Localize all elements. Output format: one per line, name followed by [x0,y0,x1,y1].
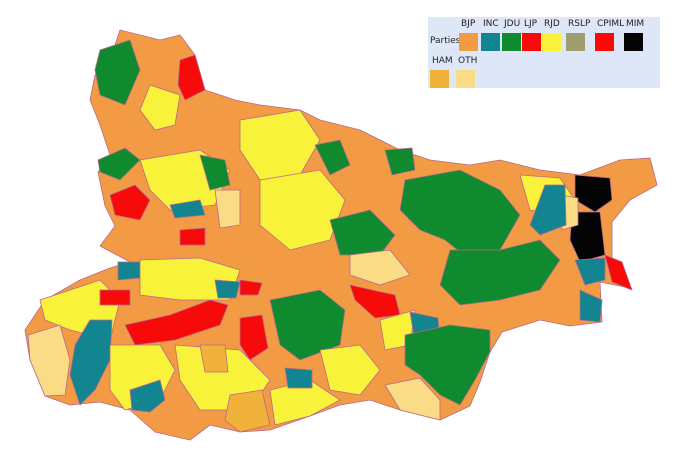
region [579,289,603,323]
legend-swatch [481,33,500,51]
region [94,39,141,106]
legend-swatch [624,33,643,51]
region [439,239,561,306]
region [284,367,313,389]
region [314,139,351,176]
legend-label: MIM [626,19,644,29]
region [129,379,166,413]
region [97,147,141,181]
region [269,289,346,361]
region [224,389,271,433]
legend-label: RJD [544,19,560,29]
legend-swatch [430,70,449,88]
region [69,319,113,406]
legend-label: BJP [461,19,476,29]
legend-label: LJP [524,19,538,29]
region [574,174,613,213]
region [27,324,71,397]
bihar-map [24,29,658,441]
legend-swatch [595,33,614,51]
legend-label: RSLP [568,19,591,29]
region [117,261,141,281]
region [199,154,231,191]
region [604,254,633,291]
region [177,54,206,101]
legend-label: CPIML [597,19,624,29]
region [124,299,229,346]
legend-swatch [522,33,541,51]
region [169,199,206,219]
region [404,324,491,406]
region [239,314,269,361]
region [329,209,396,256]
legend-title: Parties [430,36,461,46]
region [214,189,241,229]
legend-swatch [542,33,561,51]
region [384,147,416,176]
legend-label: JDU [503,19,520,29]
region [319,344,381,396]
legend-swatch [456,70,475,88]
region [214,279,241,299]
legend-label: INC [483,19,499,29]
legend-swatch [502,33,521,51]
region [239,279,263,296]
legend-label: HAM [432,56,453,66]
region [574,257,606,286]
region [259,169,346,251]
legend: BJP INC JDU LJP RJD RSLP CPIML MIM HAM OTH [430,19,644,88]
region [179,227,206,246]
region [349,249,411,286]
region [529,184,567,236]
legend-swatch [566,33,585,51]
legend-swatch [459,33,478,51]
legend-label: OTH [458,56,477,66]
region [109,184,151,221]
region [199,344,229,373]
region [99,289,131,306]
region [139,84,181,131]
region [139,257,241,301]
region [384,377,441,421]
